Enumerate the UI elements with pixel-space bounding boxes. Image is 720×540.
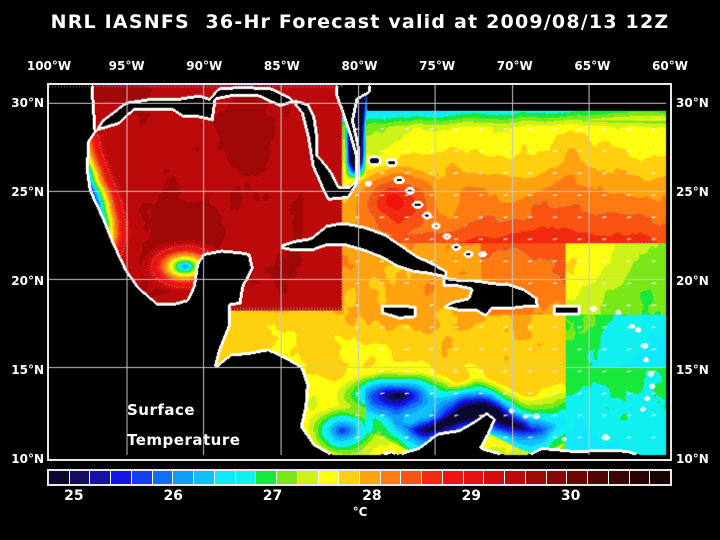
colorbar-block-5 — [152, 471, 174, 484]
lon-tick-0: 100°W — [26, 59, 72, 73]
colorbar-block-24 — [546, 471, 568, 484]
colorbar-block-28 — [629, 471, 651, 484]
colorbar-block-9 — [235, 471, 257, 484]
colorbar-block-14 — [339, 471, 361, 484]
colorbar-block-1 — [69, 471, 91, 484]
colorbar-tick-28: 28 — [362, 488, 382, 504]
colorbar-block-26 — [588, 471, 609, 484]
colorbar-block-3 — [111, 471, 132, 484]
colorbar-block-20 — [463, 471, 485, 484]
colorbar-block-8 — [214, 471, 236, 484]
colorbar-block-0 — [49, 471, 70, 484]
lon-tick-1: 95°W — [108, 59, 145, 73]
lon-tick-6: 70°W — [496, 59, 533, 73]
lat-tick-right-0: 30°N — [676, 95, 709, 110]
lat-tick-right-1: 25°N — [676, 184, 709, 199]
lon-tick-5: 75°W — [419, 59, 456, 73]
lat-tick-right-2: 20°N — [676, 273, 709, 288]
lat-tick-left-2: 20°N — [11, 273, 44, 288]
map-plot-area[interactable]: Surface Temperature — [47, 83, 672, 461]
lat-tick-left-1: 25°N — [11, 184, 44, 199]
page-title: NRL IASNFS 36-Hr Forecast valid at 2009/… — [50, 11, 670, 33]
colorbar-block-11 — [277, 471, 298, 484]
colorbar-block-6 — [173, 471, 195, 484]
colorbar-block-17 — [401, 471, 423, 484]
colorbar-block-18 — [422, 471, 443, 484]
colorbar-block-27 — [608, 471, 630, 484]
colorbar-tick-26: 26 — [163, 488, 183, 504]
colorbar[interactable] — [47, 469, 672, 486]
lat-tick-left-3: 15°N — [11, 362, 44, 377]
lon-tick-7: 65°W — [574, 59, 611, 73]
colorbar-block-23 — [525, 471, 547, 484]
lat-tick-right-4: 10°N — [676, 452, 709, 466]
colorbar-block-10 — [256, 471, 278, 484]
colorbar-block-22 — [505, 471, 526, 484]
lat-tick-right-3: 15°N — [676, 362, 709, 377]
colorbar-block-13 — [318, 471, 340, 484]
lon-tick-4: 80°W — [341, 59, 378, 73]
colorbar-block-4 — [131, 471, 153, 484]
lon-tick-8: 60°W — [652, 59, 688, 73]
colorbar-block-16 — [380, 471, 402, 484]
lon-tick-3: 85°W — [263, 59, 300, 73]
sst-heatmap-canvas — [49, 85, 670, 459]
colorbar-block-15 — [360, 471, 381, 484]
lon-tick-2: 90°W — [186, 59, 223, 73]
lat-tick-left-4: 10°N — [11, 452, 44, 466]
colorbar-block-25 — [567, 471, 589, 484]
lat-tick-left-0: 30°N — [11, 95, 44, 110]
colorbar-block-29 — [650, 471, 671, 484]
colorbar-block-2 — [90, 471, 112, 484]
colorbar-tick-30: 30 — [560, 488, 581, 504]
colorbar-block-19 — [442, 471, 464, 484]
colorbar-block-21 — [484, 471, 506, 484]
colorbar-tick-29: 29 — [461, 488, 482, 504]
colorbar-tick-27: 27 — [262, 488, 283, 504]
colorbar-block-12 — [297, 471, 319, 484]
colorbar-block-7 — [194, 471, 215, 484]
colorbar-tick-25: 25 — [64, 488, 84, 504]
colorbar-unit-label: °C — [352, 505, 368, 519]
